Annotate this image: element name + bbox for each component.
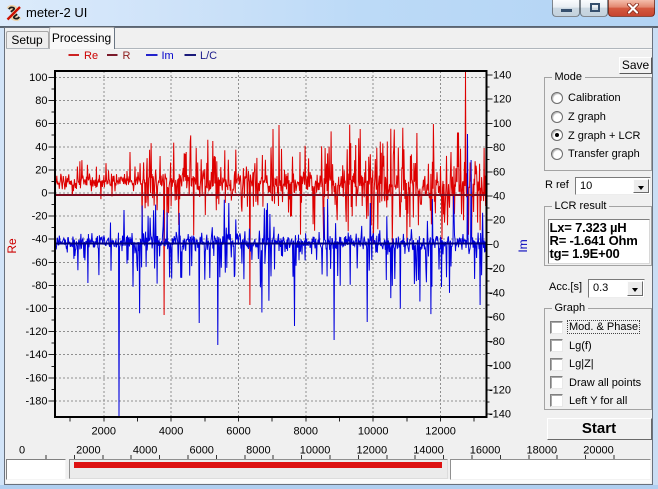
svg-text:18000: 18000: [527, 445, 558, 457]
svg-text:60: 60: [493, 166, 505, 178]
svg-text:60: 60: [35, 118, 47, 130]
svg-text:8000: 8000: [294, 426, 318, 438]
svg-text:-60: -60: [32, 257, 48, 269]
svg-text:-20: -20: [32, 211, 48, 223]
svg-text:10000: 10000: [358, 426, 389, 438]
svg-text:-140: -140: [489, 409, 511, 421]
svg-text:-180: -180: [25, 395, 47, 407]
svg-text:12000: 12000: [425, 426, 456, 438]
svg-text:10000: 10000: [300, 445, 331, 457]
svg-text:6000: 6000: [226, 426, 250, 438]
svg-text:Re: Re: [5, 238, 19, 254]
svg-text:-120: -120: [25, 326, 47, 338]
svg-text:-140: -140: [25, 349, 47, 361]
svg-text:-100: -100: [25, 303, 47, 315]
svg-text:16000: 16000: [470, 445, 501, 457]
svg-text:120: 120: [493, 94, 511, 106]
svg-text:4000: 4000: [159, 426, 183, 438]
svg-text:6000: 6000: [189, 445, 213, 457]
svg-text:R: R: [123, 50, 131, 62]
svg-text:-100: -100: [489, 360, 511, 372]
svg-text:140: 140: [493, 69, 511, 81]
svg-text:80: 80: [35, 95, 47, 107]
svg-text:12000: 12000: [357, 445, 388, 457]
svg-text:80: 80: [493, 142, 505, 154]
svg-text:-160: -160: [25, 372, 47, 384]
svg-text:Im: Im: [162, 50, 174, 62]
svg-text:-40: -40: [32, 234, 48, 246]
svg-text:20000: 20000: [583, 445, 614, 457]
svg-text:2000: 2000: [92, 426, 116, 438]
svg-text:-60: -60: [489, 312, 505, 324]
svg-text:0: 0: [493, 239, 499, 251]
svg-text:-20: -20: [489, 263, 505, 275]
svg-text:20: 20: [493, 215, 505, 227]
svg-text:20: 20: [35, 164, 47, 176]
svg-text:0: 0: [41, 188, 47, 200]
svg-text:2000: 2000: [76, 445, 100, 457]
svg-text:-120: -120: [489, 384, 511, 396]
svg-text:100: 100: [29, 72, 47, 84]
svg-text:14000: 14000: [413, 445, 444, 457]
svg-text:8000: 8000: [246, 445, 270, 457]
svg-text:4000: 4000: [133, 445, 157, 457]
svg-text:-40: -40: [489, 288, 505, 300]
svg-text:0: 0: [19, 445, 25, 457]
svg-text:-80: -80: [32, 280, 48, 292]
svg-text:-80: -80: [489, 336, 505, 348]
svg-text:40: 40: [493, 191, 505, 203]
svg-text:100: 100: [493, 118, 511, 130]
svg-text:Im: Im: [516, 239, 530, 252]
svg-text:L/C: L/C: [200, 50, 217, 62]
svg-text:40: 40: [35, 141, 47, 153]
svg-text:Re: Re: [84, 50, 98, 62]
